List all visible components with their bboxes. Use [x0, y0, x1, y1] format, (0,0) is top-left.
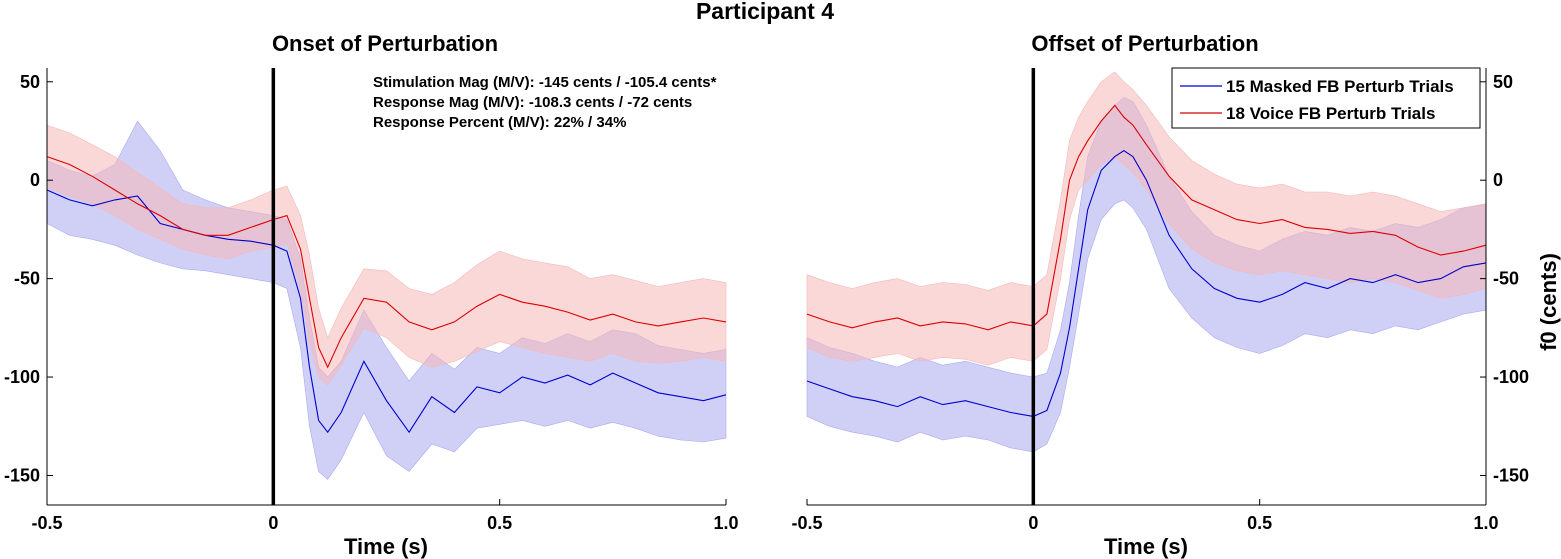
- offset-y-tick-label: -100: [1493, 367, 1529, 387]
- legend-voice-label: 18 Voice FB Perturb Trials: [1226, 104, 1435, 123]
- onset-x-tick-label: 0.5: [487, 513, 512, 533]
- onset-x-tick-label: 0: [268, 513, 278, 533]
- onset-panel-title: Onset of Perturbation: [272, 31, 498, 56]
- figure-title: Participant 4: [696, 0, 834, 24]
- offset-x-tick-label: -0.5: [791, 513, 822, 533]
- onset-plot-area: -0.5 0 0.5 1.0 50 0 -50 -100 -150: [4, 68, 739, 533]
- legend-masked-label: 15 Masked FB Perturb Trials: [1226, 77, 1454, 96]
- onset-band-voice: [46, 124, 727, 386]
- onset-y-tick-label: -150: [4, 465, 40, 485]
- onset-axes: -0.5 0 0.5 1.0 50 0 -50 -100 -150: [4, 68, 739, 533]
- onset-y-tick-label: 0: [30, 170, 40, 190]
- offset-line-masked: [806, 150, 1487, 417]
- offset-panel: -0.5 0 0.5 1.0 50 0 -50 -100 -150 Offset of Pert…: [791, 31, 1561, 559]
- onset-y-tick-label: -100: [4, 367, 40, 387]
- offset-x-tick-label: 1.0: [1473, 513, 1498, 533]
- legend: 15 Masked FB Perturb Trials 18 Voice FB …: [1171, 67, 1481, 129]
- onset-annotations: Stimulation Mag (M/V): -145 cents / -105…: [373, 74, 717, 131]
- onset-panel: -0.5 0 0.5 1.0 50 0 -50 -100 -150 Onset of Pertu…: [4, 31, 739, 559]
- offset-y-tick-label: -150: [1493, 465, 1529, 485]
- onset-x-tick-label: 1.0: [713, 513, 738, 533]
- onset-x-axis-label: Time (s): [344, 534, 428, 559]
- offset-y-tick-label: 50: [1493, 72, 1513, 92]
- offset-x-tick-label: 0: [1028, 513, 1038, 533]
- offset-y-axis-label: f0 (cents): [1536, 253, 1561, 351]
- offset-plot-area: -0.5 0 0.5 1.0 50 0 -50 -100 -150: [791, 68, 1529, 533]
- offset-y-tick-label: -50: [1493, 269, 1519, 289]
- offset-panel-title: Offset of Perturbation: [1031, 31, 1258, 56]
- onset-line-masked: [46, 189, 727, 434]
- response-percent-annotation: Response Percent (M/V): 22% / 34%: [373, 114, 626, 131]
- offset-y-tick-label: 0: [1493, 170, 1503, 190]
- offset-x-axis-label: Time (s): [1104, 534, 1188, 559]
- offset-x-tick-label: 0.5: [1247, 513, 1272, 533]
- offset-axes: -0.5 0 0.5 1.0 50 0 -50 -100 -150: [791, 68, 1529, 533]
- offset-line-voice: [806, 104, 1487, 331]
- legend-box: [1171, 67, 1481, 129]
- onset-x-tick-label: -0.5: [31, 513, 62, 533]
- onset-y-tick-label: 50: [20, 72, 40, 92]
- onset-line-voice: [46, 156, 727, 369]
- response-mag-annotation: Response Mag (M/V): -108.3 cents / -72 c…: [373, 94, 692, 111]
- stimulation-mag-annotation: Stimulation Mag (M/V): -145 cents / -105…: [373, 74, 717, 91]
- onset-y-tick-label: -50: [14, 269, 40, 289]
